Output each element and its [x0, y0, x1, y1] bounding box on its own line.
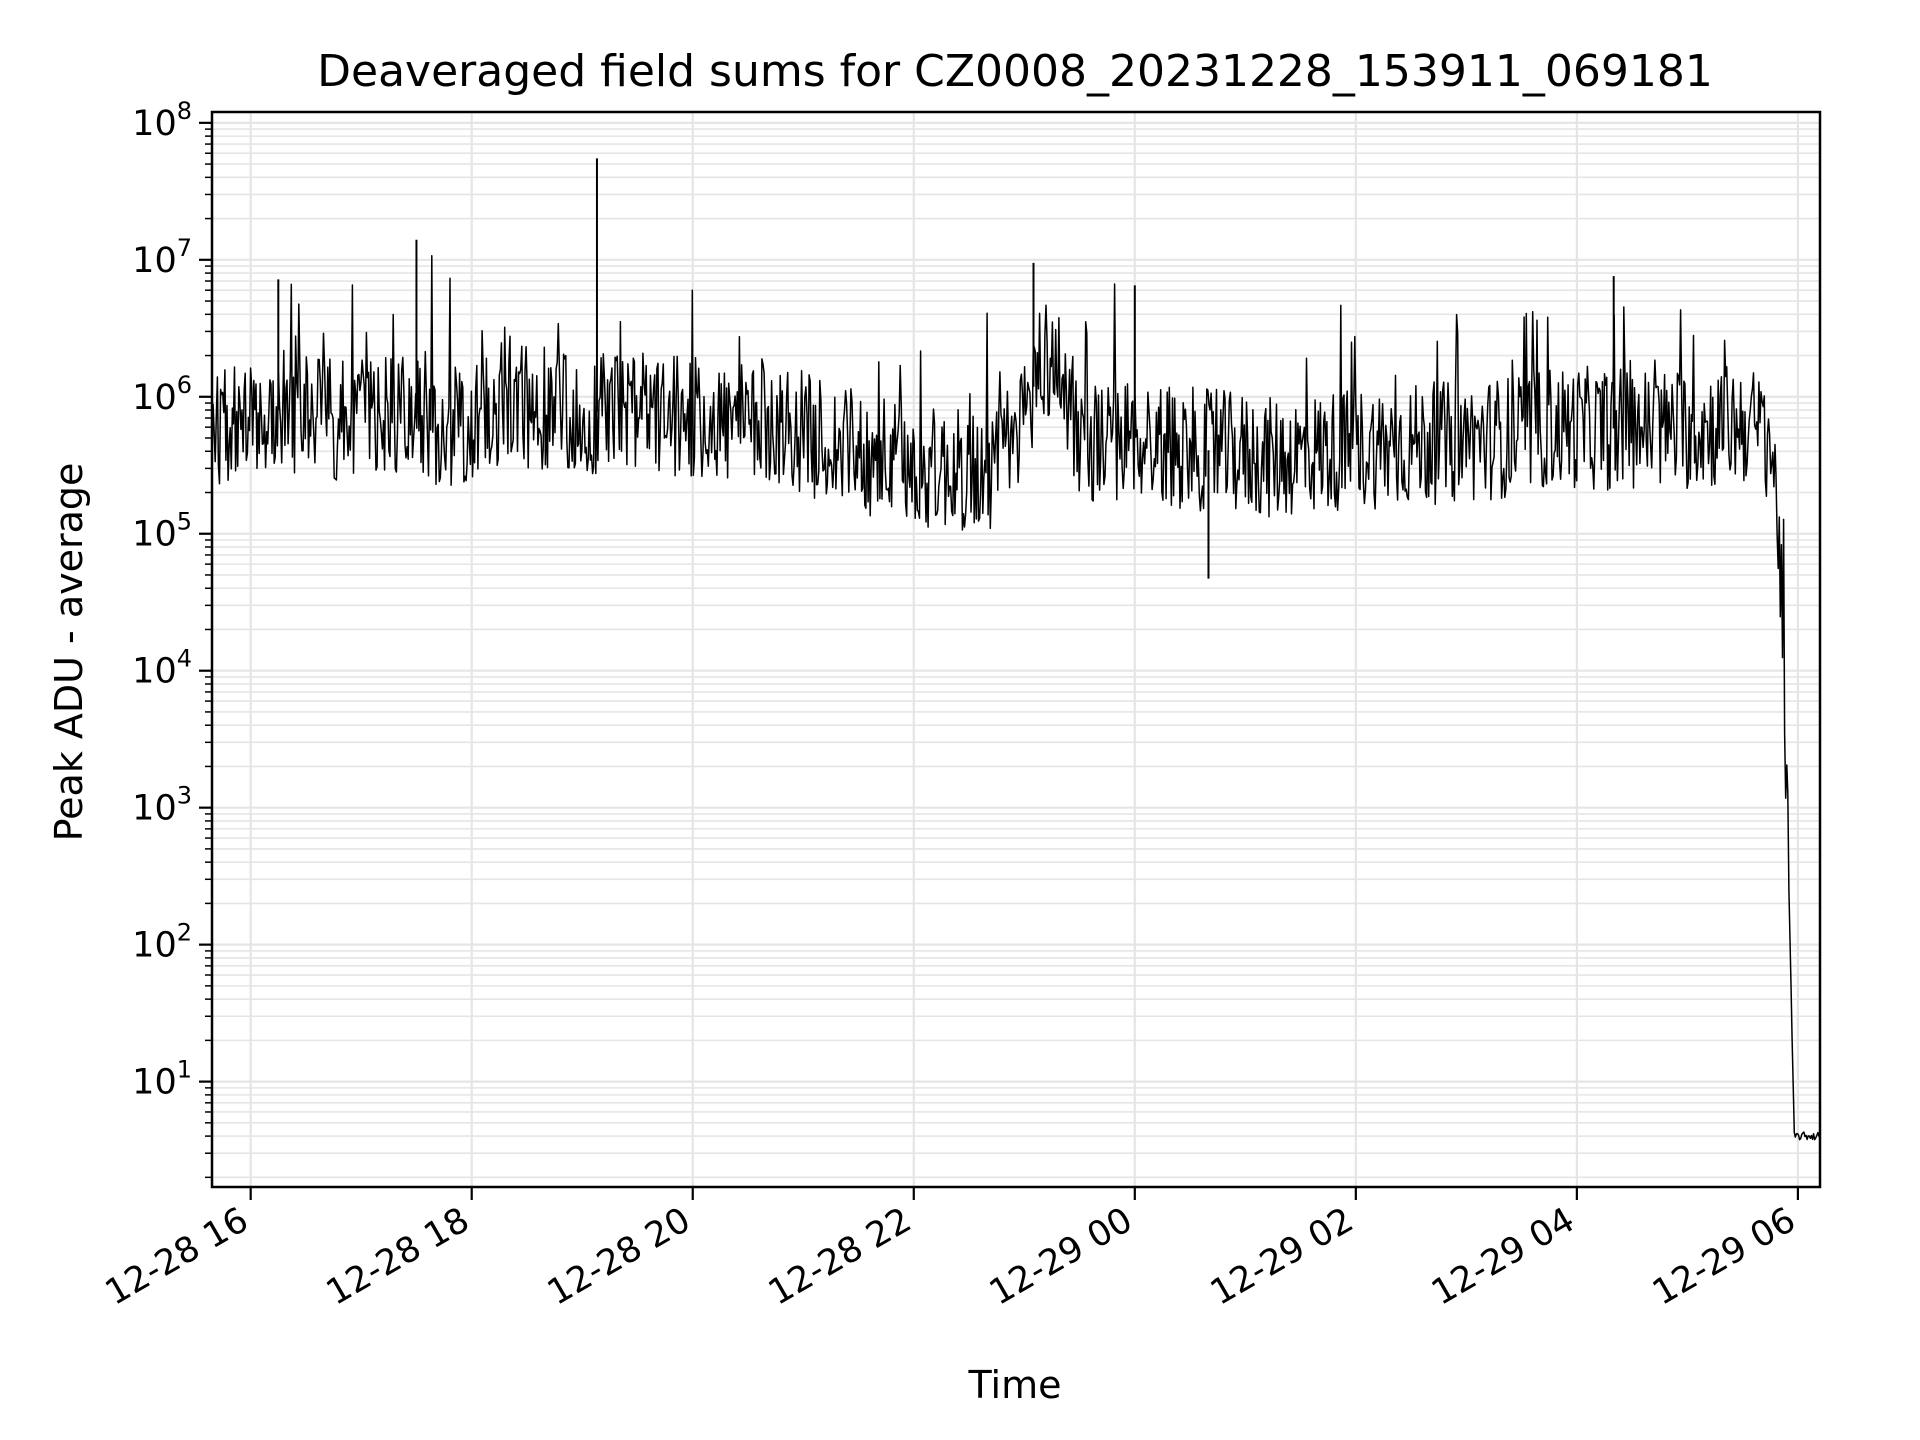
grid-lines: [212, 112, 1820, 1187]
y-tick-label: 102: [132, 919, 192, 966]
y-tick-label: 108: [132, 97, 192, 144]
chart-title: Deaveraged field sums for CZ0008_2023122…: [317, 46, 1713, 97]
y-tick-label: 105: [132, 508, 192, 555]
y-axis-label: Peak ADU - average: [47, 463, 91, 842]
series-line: [211, 255, 1821, 1141]
plot-frame: [210, 110, 1822, 1189]
y-tick-label: 106: [132, 371, 192, 418]
series-layer: [211, 158, 1821, 1141]
y-tick-label: 104: [132, 645, 192, 692]
x-axis-label: Time: [968, 1363, 1062, 1407]
y-tick-label: 101: [132, 1056, 192, 1103]
y-tick-label: 103: [132, 782, 192, 829]
y-tick-label: 107: [132, 234, 192, 281]
